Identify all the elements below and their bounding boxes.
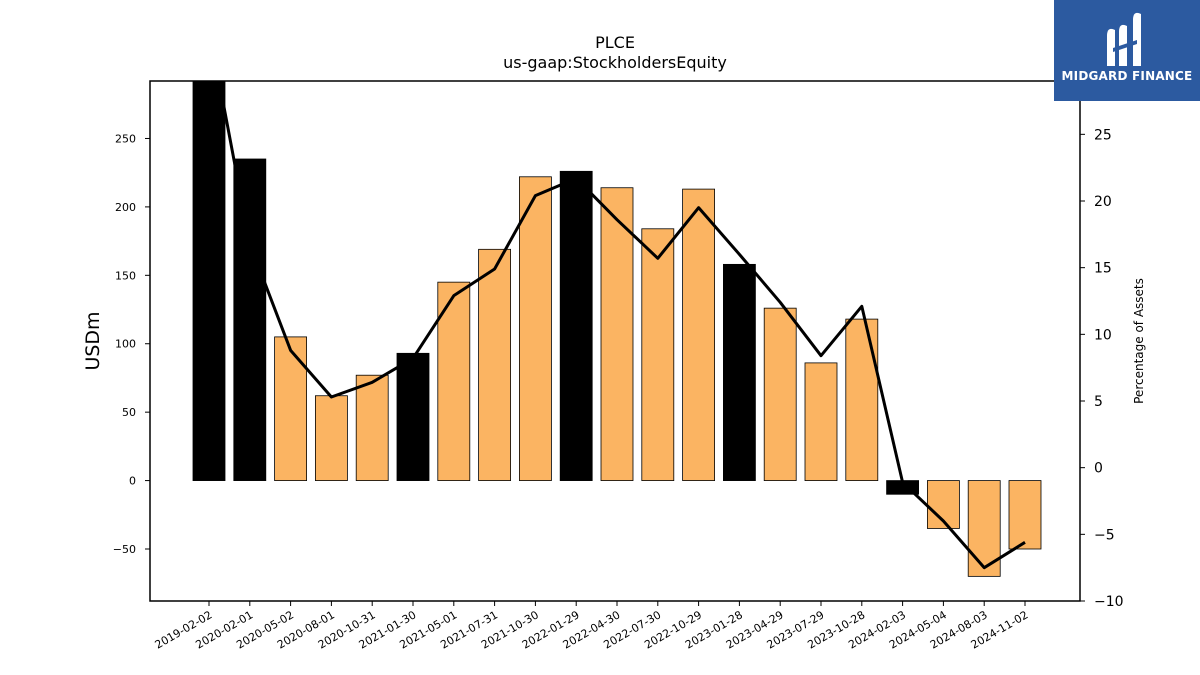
logo-text: MIDGARD FINANCE (1061, 69, 1193, 83)
bar-2021-01-30 (396, 352, 430, 481)
line-percentage-of-assets (217, 81, 1026, 570)
y-tick-label: 50 (122, 406, 136, 419)
bar-2020-08-01 (314, 395, 348, 481)
bar-2020-02-01 (233, 158, 267, 481)
plot-frame (149, 80, 1081, 602)
y-tick-label: 200 (115, 201, 136, 214)
y-tick-label: 100 (115, 338, 136, 351)
bar-2023-04-29 (763, 307, 797, 481)
bar-2023-10-28 (845, 318, 879, 481)
y2-tick-label: 20 (1094, 194, 1112, 210)
y2-tick-label: 25 (1094, 127, 1112, 143)
y2-tick-label: 5 (1094, 394, 1103, 410)
chart-subtitle: us-gaap:StockholdersEquity (503, 53, 727, 72)
y2-tick-label: 0 (1094, 461, 1103, 477)
y2-tick-label: 15 (1094, 261, 1112, 277)
line-layer (217, 81, 1026, 570)
bar-2021-05-01 (437, 281, 471, 481)
y-tick-label: 150 (115, 269, 136, 282)
bar-2021-10-30 (519, 176, 552, 481)
y2-axis-label: Percentage of Assets (1132, 278, 1146, 404)
chart-title: PLCE (595, 33, 635, 52)
bar-2022-07-30 (641, 228, 675, 481)
bar-2023-07-29 (804, 362, 838, 481)
y-tick-label: 250 (115, 132, 136, 145)
bar-2021-07-31 (478, 248, 512, 481)
y-axis-label: USDm (82, 311, 104, 370)
bars-layer (192, 81, 1042, 577)
bar-2020-05-02 (274, 336, 308, 481)
bar-2024-11-02 (1008, 480, 1042, 550)
bar-2019-02-02 (192, 81, 226, 481)
y2-tick-label: −5 (1094, 527, 1115, 543)
logo-mark-icon (1107, 12, 1141, 66)
y2-tick-label: −10 (1094, 594, 1124, 610)
y-tick-label: 0 (129, 475, 136, 488)
bar-2022-01-29 (559, 170, 593, 481)
bar-2022-04-30 (600, 187, 634, 481)
bar-2020-10-31 (355, 374, 389, 481)
y2-tick-label: 10 (1094, 327, 1112, 343)
brand-logo: MIDGARD FINANCE (1054, 0, 1200, 101)
y-tick-label: −50 (113, 543, 136, 556)
bar-2023-01-28 (723, 263, 756, 481)
bar-2022-10-29 (682, 188, 715, 481)
